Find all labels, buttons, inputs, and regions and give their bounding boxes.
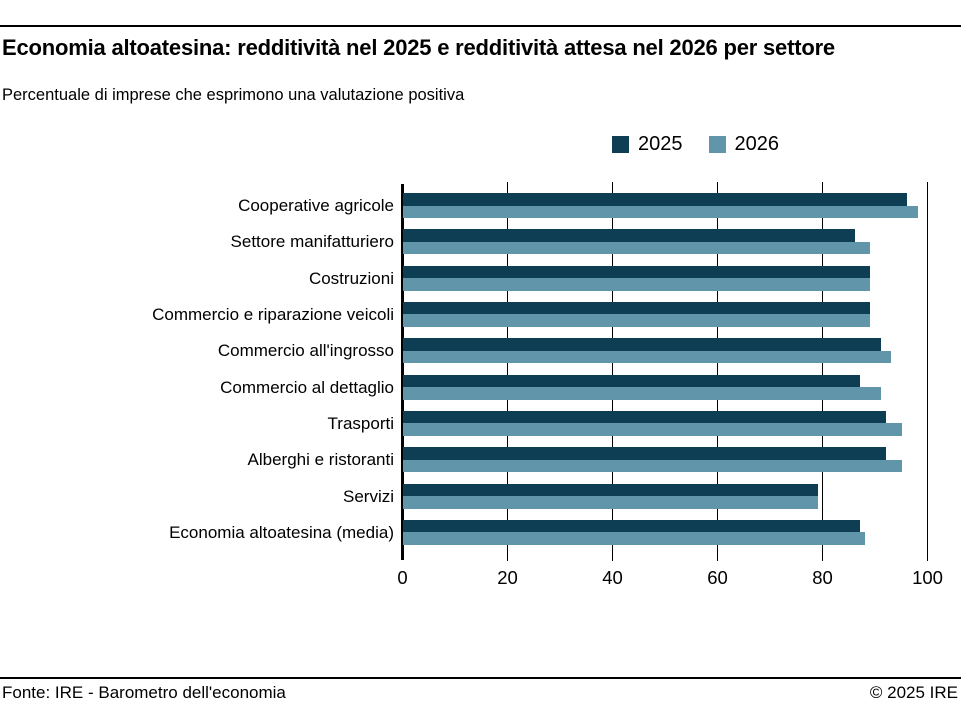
legend-swatch-icon: [612, 135, 629, 153]
chart-title: Economia altoatesina: redditività nel 20…: [2, 35, 835, 60]
bar-2026: [403, 350, 892, 364]
legend-label: 2025: [638, 133, 683, 155]
category-label: Servizi: [342, 486, 394, 506]
bar-2026: [403, 205, 918, 218]
legend: 2025 2026: [612, 134, 805, 154]
bar-2026: [403, 387, 881, 400]
bar-2025: [403, 483, 818, 497]
category-label: Settore manifatturiero: [230, 232, 394, 252]
y-axis-line: [401, 184, 404, 560]
gridline-40: [612, 182, 613, 561]
bar-2025: [403, 229, 855, 242]
gridline-80: [822, 182, 823, 561]
gridline-20: [507, 182, 508, 561]
footer-rule: [0, 677, 961, 679]
category-label: Cooperative agricole: [238, 196, 394, 215]
bar-2025: [403, 193, 907, 206]
category-label: Costruzioni: [308, 268, 394, 288]
bar-2026: [403, 459, 902, 473]
bar-2025: [403, 410, 886, 424]
bar-2025: [403, 265, 871, 279]
gridline-100: [927, 182, 928, 561]
bar-2026: [403, 314, 871, 327]
bar-2026: [403, 423, 902, 436]
category-label: Trasporti: [327, 413, 394, 433]
category-label: Commercio all'ingrosso: [217, 341, 394, 361]
x-tick-label-0: 0: [397, 567, 408, 588]
bar-2025: [403, 301, 871, 315]
bar-2025: [403, 374, 860, 388]
footer: Fonte: IRE - Barometro dell'economia © 2…: [2, 683, 958, 703]
bar-2025: [403, 447, 886, 460]
top-rule: [0, 25, 961, 27]
category-label: Commercio e riparazione veicoli: [152, 304, 394, 324]
category-label: Alberghi e ristoranti: [247, 450, 394, 470]
x-tick-label-40: 40: [602, 567, 623, 588]
legend-label: 2026: [734, 133, 780, 155]
category-label: Economia altoatesina (media): [169, 522, 394, 542]
copyright-note: © 2025 IRE: [869, 683, 958, 702]
bar-2026: [403, 532, 865, 545]
category-label: Commercio al dettaglio: [220, 377, 394, 397]
bar-2025: [403, 519, 860, 533]
x-tick-label-80: 80: [812, 567, 833, 588]
legend-swatch-icon: [708, 135, 726, 153]
source-note: Fonte: IRE - Barometro dell'economia: [2, 683, 286, 702]
legend-item-2025: 2025: [612, 134, 683, 154]
bar-2026: [403, 496, 818, 509]
chart-subtitle: Percentuale di imprese che esprimono una…: [2, 86, 465, 104]
bar-2025: [403, 338, 881, 351]
bar-2026: [403, 278, 871, 291]
gridline-60: [717, 182, 718, 561]
x-tick-label-20: 20: [497, 567, 518, 588]
x-tick-label-60: 60: [707, 567, 728, 588]
legend-item-2026: 2026: [708, 133, 780, 155]
x-tick-label-100: 100: [912, 567, 943, 588]
bar-2026: [403, 241, 871, 255]
